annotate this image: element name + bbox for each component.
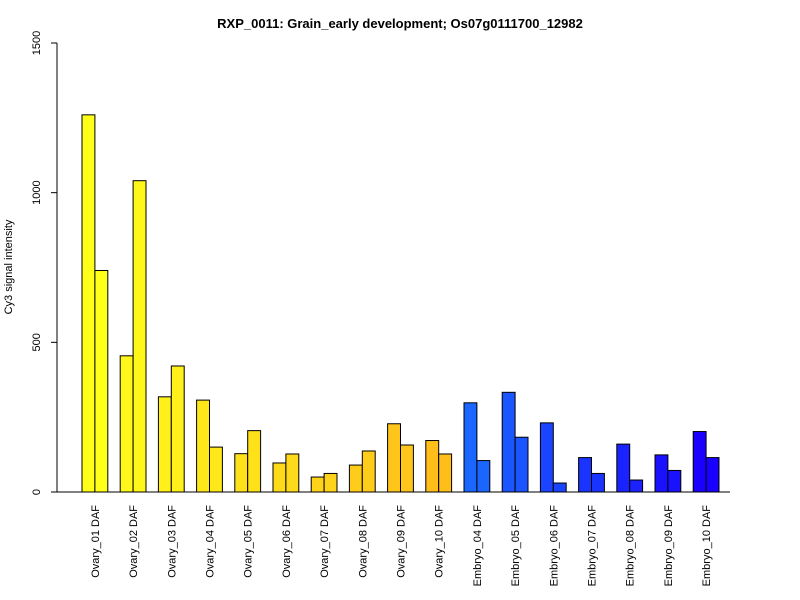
y-tick-label: 1000 — [31, 180, 43, 204]
bar-ovary-07-daf-rep2 — [323, 472, 338, 493]
bar-ovary-02-daf-rep1 — [119, 355, 134, 493]
bar-ovary-08-daf-rep1 — [348, 464, 363, 493]
bar-ovary-10-daf-rep2 — [438, 453, 453, 493]
bar-ovary-07-daf-rep1 — [310, 476, 325, 493]
bar-embryo-09-daf-rep2 — [667, 469, 682, 493]
x-tick-label: Ovary_01 DAF — [90, 505, 102, 578]
y-tick-label: 0 — [31, 489, 43, 495]
x-tick-label: Embryo_05 DAF — [510, 505, 522, 587]
bars-group — [81, 114, 720, 493]
x-tick-label: Ovary_10 DAF — [434, 505, 446, 578]
bar-embryo-05-daf-rep1 — [501, 391, 516, 493]
x-tick-label: Embryo_04 DAF — [472, 505, 484, 587]
x-tick-label: Embryo_10 DAF — [701, 505, 713, 587]
y-tick-label: 1500 — [31, 31, 43, 55]
bar-ovary-02-daf-rep2 — [132, 180, 147, 493]
bar-ovary-01-daf-rep1 — [81, 114, 96, 493]
bar-embryo-07-daf-rep2 — [591, 472, 605, 493]
bar-embryo-08-daf-rep1 — [616, 443, 631, 493]
bar-ovary-06-daf-rep2 — [285, 453, 300, 493]
y-axis-label: Cy3 signal intensity — [3, 219, 15, 314]
bar-embryo-08-daf-rep2 — [629, 479, 644, 493]
x-tick-label: Embryo_08 DAF — [625, 505, 637, 587]
bar-embryo-06-daf-rep1 — [539, 422, 554, 493]
x-tick-label: Embryo_09 DAF — [663, 505, 675, 587]
x-tick-label: Ovary_04 DAF — [205, 505, 217, 578]
bar-embryo-04-daf-rep2 — [476, 460, 491, 493]
x-tick-label: Ovary_07 DAF — [319, 505, 331, 578]
bar-ovary-04-daf-rep2 — [209, 446, 223, 493]
bar-embryo-05-daf-rep2 — [514, 436, 529, 493]
bar-ovary-01-daf-rep2 — [94, 269, 109, 493]
bar-ovary-06-daf-rep1 — [272, 462, 287, 493]
bar-embryo-06-daf-rep2 — [552, 482, 567, 493]
bar-ovary-05-daf-rep1 — [234, 453, 249, 493]
bar-ovary-09-daf-rep2 — [400, 444, 414, 493]
bar-embryo-09-daf-rep1 — [654, 454, 669, 493]
chart-title: RXP_0011: Grain_early development; Os07g… — [217, 16, 583, 31]
bar-ovary-09-daf-rep1 — [387, 423, 402, 493]
x-tick-label: Embryo_06 DAF — [548, 505, 560, 587]
x-tick-label: Ovary_09 DAF — [396, 505, 408, 578]
bar-embryo-07-daf-rep1 — [578, 457, 592, 493]
x-tick-label: Ovary_08 DAF — [357, 505, 369, 578]
x-tick-label: Ovary_02 DAF — [128, 505, 140, 578]
x-tick-label: Embryo_07 DAF — [587, 505, 599, 587]
bar-ovary-10-daf-rep1 — [425, 440, 440, 493]
bar-embryo-10-daf-rep2 — [705, 457, 720, 493]
x-tick-labels: Ovary_01 DAF Ovary_02 DAF Ovary_03 DAF Ovar… — [90, 505, 713, 587]
bar-embryo-04-daf-rep1 — [463, 402, 478, 493]
bar-ovary-08-daf-rep2 — [361, 450, 376, 493]
bar-ovary-04-daf-rep1 — [196, 399, 211, 493]
y-axis: 0 500 1000 1500 — [31, 31, 58, 495]
bar-ovary-05-daf-rep2 — [247, 430, 262, 493]
y-tick-label: 500 — [31, 333, 43, 351]
x-tick-label: Ovary_03 DAF — [166, 505, 178, 578]
bar-ovary-03-daf-rep1 — [157, 396, 172, 493]
bar-embryo-10-daf-rep1 — [692, 431, 707, 493]
x-tick-label: Ovary_06 DAF — [281, 505, 293, 578]
x-tick-label: Ovary_05 DAF — [243, 505, 255, 578]
bar-ovary-03-daf-rep2 — [170, 365, 185, 493]
